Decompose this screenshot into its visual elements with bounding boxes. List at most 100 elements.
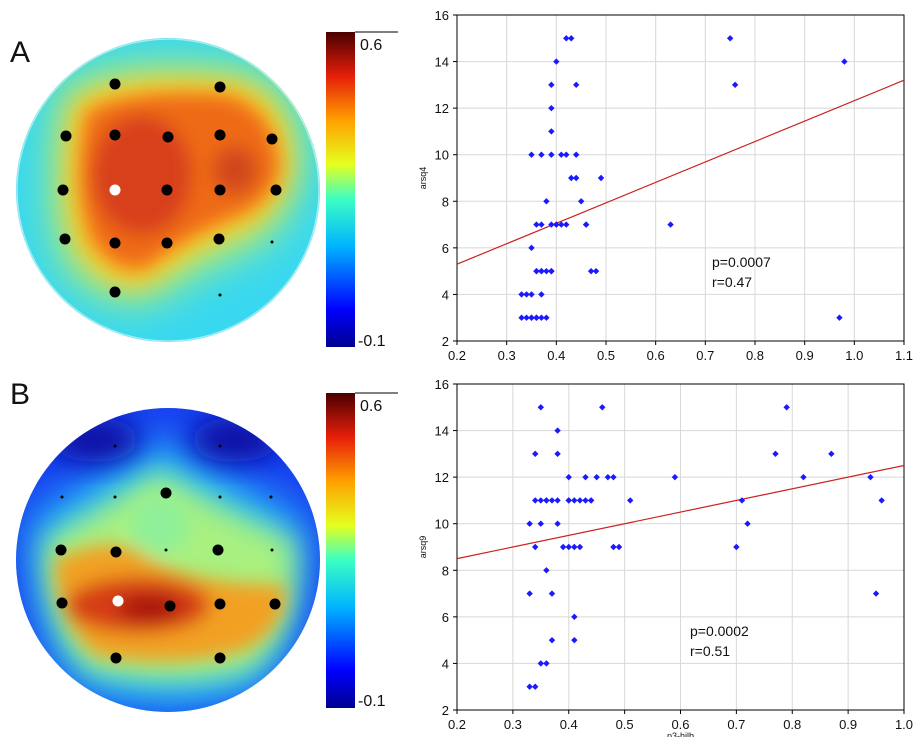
y-tick-label: 6 [442, 610, 449, 625]
y-tick-label: 16 [435, 377, 449, 392]
data-point [554, 450, 561, 458]
x-tick-label: 0.3 [504, 717, 522, 732]
plot-frame [456, 14, 905, 342]
x-tick-label: 1.0 [845, 348, 863, 363]
data-point [533, 267, 540, 275]
data-point [538, 314, 545, 321]
data-point [538, 267, 545, 275]
x-tick-label: 0.2 [448, 348, 466, 363]
data-point [576, 543, 584, 551]
data-point [577, 198, 585, 205]
electrode-dot [269, 495, 273, 499]
data-point [518, 314, 525, 321]
electrode-dot [270, 184, 282, 196]
colorbar-a: 0.6 -0.1 [326, 31, 398, 350]
x-tick-label: 0.7 [727, 717, 745, 732]
data-point [548, 128, 555, 135]
electrode-dot [110, 652, 122, 664]
colorbar-a-min-label: -0.1 [358, 333, 386, 350]
electrode-dot [110, 546, 122, 558]
y-tick-label: 6 [442, 241, 449, 256]
data-point [878, 497, 885, 504]
data-point [532, 543, 539, 551]
data-point [571, 636, 578, 644]
data-point [593, 473, 600, 481]
data-point [571, 543, 578, 551]
electrode-dot [214, 598, 226, 610]
data-point [548, 151, 555, 158]
electrode-dot [162, 131, 174, 143]
data-point [543, 567, 550, 574]
data-point [867, 473, 874, 481]
electrode-dot [109, 129, 121, 141]
p-value-annotation: p=0.0007 [712, 254, 771, 270]
electrode-dot [109, 78, 121, 90]
data-point [523, 314, 530, 321]
data-point [576, 497, 584, 504]
data-point [558, 221, 565, 228]
data-point [565, 473, 572, 481]
electrode-dot [59, 233, 71, 245]
y-tick-label: 8 [442, 194, 449, 209]
data-point [571, 497, 578, 504]
electrode-dot [164, 600, 176, 612]
data-point [518, 291, 525, 298]
y-tick-label: 2 [442, 334, 449, 349]
data-point [532, 450, 539, 458]
electrode-dot [213, 233, 225, 245]
y-axis-title: arsq9 [418, 536, 428, 559]
data-point [528, 151, 535, 158]
data-point [563, 221, 570, 228]
data-point [563, 35, 570, 42]
data-point [597, 174, 605, 182]
data-point [582, 497, 589, 504]
data-point [532, 497, 539, 504]
data-point [828, 450, 835, 458]
data-point [548, 81, 555, 89]
data-point [571, 613, 578, 621]
y-tick-label: 2 [442, 703, 449, 718]
data-point [537, 497, 545, 504]
data-point [744, 520, 751, 527]
electrode-dot [161, 237, 173, 249]
data-point [553, 221, 560, 228]
electrode-dot [56, 597, 68, 609]
scatter-plot-b: 0.2 0.3 0.4 0.5 0.6 0.7 0.8 0.9 1.0 2 4 6 8 10 12 14 16 a… [418, 377, 913, 737]
data-point [841, 58, 848, 65]
x-tick-label: 1.0 [895, 717, 913, 732]
data-point [610, 543, 617, 551]
x-tick-label: 0.5 [616, 717, 634, 732]
r-value-annotation: r=0.51 [690, 643, 730, 659]
data-point [554, 497, 561, 504]
y-axis-title: arsq4 [418, 167, 428, 190]
y-tick-label: 8 [442, 563, 449, 578]
electrode-dot [60, 130, 72, 142]
x-tick-label: 0.3 [498, 348, 516, 363]
data-point [783, 404, 790, 411]
data-point [558, 151, 565, 158]
colorbar-b-gradient [326, 393, 355, 708]
data-point [538, 151, 545, 158]
data-point [733, 543, 740, 551]
data-point [587, 497, 595, 504]
electrode-dot [266, 133, 278, 145]
data-point [738, 497, 746, 504]
data-point [528, 244, 535, 252]
colorbar-b-max-label: 0.6 [360, 398, 382, 415]
x-tick-label: 0.5 [597, 348, 615, 363]
topomap-b [16, 408, 320, 712]
data-point [532, 683, 539, 690]
data-point [582, 473, 589, 481]
data-point [543, 198, 550, 205]
y-tick-label: 10 [435, 517, 449, 532]
panel-a: A [10, 31, 398, 350]
data-point [543, 314, 550, 321]
data-point [772, 450, 779, 458]
electrode-dot [113, 444, 117, 448]
data-point [538, 291, 545, 298]
data-point [533, 221, 540, 228]
electrode-dot [109, 286, 121, 298]
electrode-dot [218, 444, 222, 448]
colorbar-a-max-label: 0.6 [360, 37, 382, 54]
